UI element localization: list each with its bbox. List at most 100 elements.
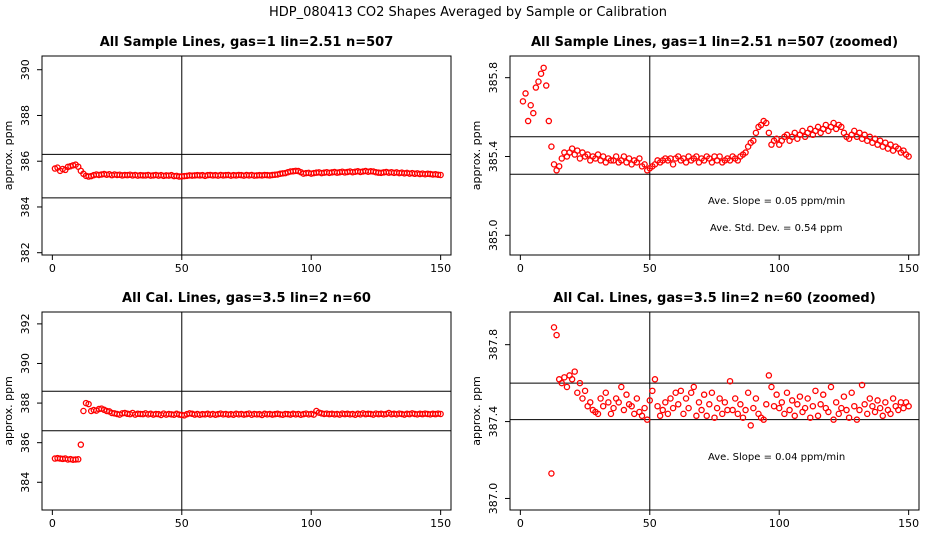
- data-point: [685, 404, 692, 412]
- data-point: [765, 372, 773, 379]
- y-axis-label: approx. ppm: [470, 376, 483, 446]
- data-point: [576, 155, 584, 162]
- y-axis-label: approx. ppm: [2, 121, 15, 191]
- y-tick-label: 387.8: [487, 329, 500, 361]
- data-point: [664, 410, 672, 418]
- page-title: HDP_080413 CO2 Shapes Averaged by Sample…: [268, 5, 668, 20]
- data-point: [524, 117, 532, 125]
- data-point: [698, 406, 705, 414]
- data-point: [783, 389, 791, 396]
- data-series: [51, 399, 444, 463]
- data-series: [548, 324, 912, 477]
- data-point: [871, 408, 879, 416]
- data-point: [763, 119, 770, 127]
- data-point: [607, 157, 615, 164]
- data-point: [641, 404, 648, 412]
- plot-frame: [41, 55, 452, 256]
- data-point: [897, 399, 905, 406]
- y-tick-label: 390: [19, 353, 32, 374]
- data-point: [830, 119, 837, 127]
- y-tick-label: 392: [19, 313, 32, 334]
- x-tick-label: 150: [898, 517, 919, 530]
- x-tick-label: 150: [898, 262, 919, 275]
- x-tick-label: 0: [517, 517, 524, 530]
- data-point: [625, 155, 633, 162]
- data-point: [773, 391, 780, 398]
- data-point: [548, 470, 555, 477]
- data-point: [631, 410, 638, 418]
- data-point: [765, 129, 773, 137]
- data-point: [555, 163, 563, 170]
- data-point: [706, 401, 713, 408]
- data-point: [586, 399, 594, 406]
- data-point: [576, 379, 584, 387]
- data-point: [856, 129, 863, 137]
- x-tick-label: 50: [175, 517, 189, 530]
- data-point: [812, 387, 819, 395]
- data-point: [548, 143, 555, 150]
- data-point: [437, 410, 444, 418]
- data-point: [804, 395, 811, 402]
- y-tick-label: 385.4: [487, 141, 500, 173]
- x-tick-label: 0: [517, 262, 524, 275]
- data-point: [667, 395, 674, 402]
- data-point: [561, 374, 568, 381]
- data-point: [724, 406, 731, 414]
- chart-panel-1: All Sample Lines, gas=1 lin=2.51 n=507 0 5…: [2, 35, 452, 275]
- y-tick-label: 385.8: [487, 62, 500, 94]
- data-point: [558, 155, 566, 162]
- y-axis-label: approx. ppm: [2, 376, 15, 446]
- data-point: [636, 155, 643, 162]
- data-point: [522, 90, 529, 97]
- data-point: [799, 127, 806, 135]
- data-point: [750, 404, 757, 412]
- data-point: [851, 402, 858, 410]
- data-point: [708, 389, 716, 396]
- data-point: [887, 410, 894, 418]
- data-point: [830, 416, 837, 423]
- data-point: [687, 389, 695, 396]
- data-point: [879, 412, 887, 420]
- data-point: [716, 153, 723, 160]
- data-point: [568, 145, 576, 152]
- chart-panel-4: All Cal. Lines, gas=3.5 lin=2 n=60 (zoom…: [470, 291, 920, 530]
- data-point: [602, 389, 610, 396]
- data-point: [838, 404, 845, 412]
- data-point: [72, 456, 79, 463]
- data-point: [623, 391, 630, 398]
- data-point: [597, 395, 604, 402]
- chart-title: All Sample Lines, gas=1 lin=2.51 n=507 (…: [531, 35, 898, 50]
- data-point: [708, 159, 716, 166]
- chart-title: All Cal. Lines, gas=3.5 lin=2 n=60 (zoom…: [553, 291, 875, 306]
- data-point: [781, 410, 788, 418]
- x-tick-label: 100: [301, 262, 322, 275]
- y-tick-label: 382: [19, 242, 32, 263]
- data-point: [307, 410, 315, 418]
- data-point: [550, 324, 558, 331]
- chart-panel-3: All Cal. Lines, gas=3.5 lin=2 n=60 0 50 100…: [2, 291, 452, 530]
- plot-frame: [509, 311, 920, 511]
- data-point: [612, 153, 620, 160]
- data-point: [579, 395, 586, 402]
- data-point: [620, 153, 628, 160]
- data-point: [786, 406, 793, 414]
- data-point: [742, 406, 749, 414]
- annotation-text: Ave. Slope = 0.04 ppm/min: [708, 452, 845, 463]
- data-point: [80, 407, 87, 415]
- data-point: [856, 406, 863, 414]
- data-point: [739, 414, 747, 421]
- data-point: [695, 399, 703, 406]
- data-point: [905, 153, 912, 160]
- data-point: [817, 401, 824, 408]
- data-point: [876, 137, 884, 144]
- data-point: [866, 395, 874, 402]
- data-point: [858, 381, 866, 389]
- data-point: [719, 410, 726, 418]
- y-tick-label: 387.0: [487, 483, 500, 515]
- data-point: [618, 383, 625, 391]
- data-point: [607, 410, 615, 418]
- data-point: [775, 404, 783, 412]
- data-point: [822, 121, 830, 129]
- data-point: [843, 406, 850, 414]
